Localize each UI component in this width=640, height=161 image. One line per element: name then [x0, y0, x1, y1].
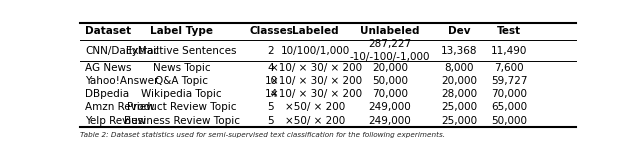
Text: Dataset: Dataset: [85, 26, 131, 36]
Text: 65,000: 65,000: [491, 102, 527, 113]
Text: 287,227
-10/-100/-1,000: 287,227 -10/-100/-1,000: [349, 39, 430, 62]
Text: 5: 5: [268, 116, 275, 126]
Text: 14: 14: [264, 89, 278, 99]
Text: Wikipedia Topic: Wikipedia Topic: [141, 89, 222, 99]
Text: 10/100/1,000: 10/100/1,000: [281, 46, 350, 56]
Text: 59,727: 59,727: [491, 76, 527, 86]
Text: 13,368: 13,368: [441, 46, 477, 56]
Text: 11,490: 11,490: [491, 46, 527, 56]
Text: 8,000: 8,000: [445, 63, 474, 73]
Text: Table 2: Dataset statistics used for semi-supervised text classification for the: Table 2: Dataset statistics used for sem…: [80, 132, 445, 138]
Text: 28,000: 28,000: [442, 89, 477, 99]
Text: Label Type: Label Type: [150, 26, 213, 36]
Text: 25,000: 25,000: [442, 116, 477, 126]
Text: Test: Test: [497, 26, 521, 36]
Text: Classes: Classes: [249, 26, 293, 36]
Text: Unlabeled: Unlabeled: [360, 26, 420, 36]
Text: ×10/ × 30/ × 200: ×10/ × 30/ × 200: [269, 76, 362, 86]
Text: ×50/ × 200: ×50/ × 200: [285, 116, 346, 126]
Text: Q&A Topic: Q&A Topic: [155, 76, 208, 86]
Text: Yahoo!Answer: Yahoo!Answer: [85, 76, 158, 86]
Text: 4: 4: [268, 63, 275, 73]
Text: 10: 10: [264, 76, 278, 86]
Text: 25,000: 25,000: [442, 102, 477, 113]
Text: 249,000: 249,000: [369, 102, 412, 113]
Text: Amzn Review: Amzn Review: [85, 102, 155, 113]
Text: AG News: AG News: [85, 63, 131, 73]
Text: DBpedia: DBpedia: [85, 89, 129, 99]
Text: 249,000: 249,000: [369, 116, 412, 126]
Text: ×10/ × 30/ × 200: ×10/ × 30/ × 200: [269, 89, 362, 99]
Text: ×10/ × 30/ × 200: ×10/ × 30/ × 200: [269, 63, 362, 73]
Text: 20,000: 20,000: [442, 76, 477, 86]
Text: 20,000: 20,000: [372, 63, 408, 73]
Text: 5: 5: [268, 102, 275, 113]
Text: 7,600: 7,600: [494, 63, 524, 73]
Text: Yelp Review: Yelp Review: [85, 116, 146, 126]
Text: 70,000: 70,000: [372, 89, 408, 99]
Text: 50,000: 50,000: [491, 116, 527, 126]
Text: Dev: Dev: [448, 26, 470, 36]
Text: CNN/DailyMail: CNN/DailyMail: [85, 46, 159, 56]
Text: ×50/ × 200: ×50/ × 200: [285, 102, 346, 113]
Text: 70,000: 70,000: [491, 89, 527, 99]
Text: 2: 2: [268, 46, 275, 56]
Text: News Topic: News Topic: [153, 63, 211, 73]
Text: Labeled: Labeled: [292, 26, 339, 36]
Text: 50,000: 50,000: [372, 76, 408, 86]
Text: Product Review Topic: Product Review Topic: [127, 102, 236, 113]
Text: Business Review Topic: Business Review Topic: [124, 116, 240, 126]
Text: Extractive Sentences: Extractive Sentences: [127, 46, 237, 56]
